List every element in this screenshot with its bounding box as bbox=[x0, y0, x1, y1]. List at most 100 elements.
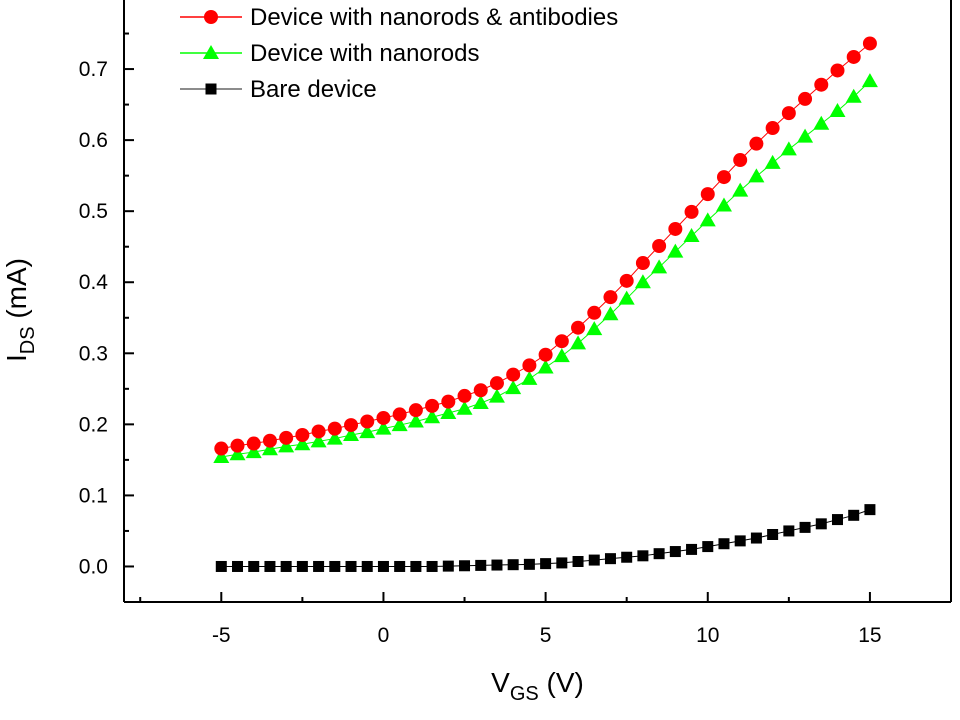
data-point bbox=[667, 243, 684, 258]
data-point bbox=[634, 274, 651, 289]
y-tick-label: 0.3 bbox=[79, 342, 108, 365]
data-point bbox=[229, 446, 246, 461]
data-point bbox=[313, 560, 325, 572]
data-point bbox=[410, 560, 422, 572]
data-point bbox=[375, 420, 392, 435]
data-point bbox=[637, 550, 649, 562]
data-point bbox=[651, 259, 668, 274]
data-point bbox=[748, 168, 765, 183]
plot-frame bbox=[123, 0, 952, 603]
data-point bbox=[213, 449, 230, 464]
data-point bbox=[424, 409, 441, 424]
data-point bbox=[376, 410, 391, 425]
data-point bbox=[635, 256, 650, 271]
data-point bbox=[214, 441, 229, 456]
data-point bbox=[344, 418, 359, 433]
data-point bbox=[845, 88, 862, 103]
data-point bbox=[245, 444, 262, 459]
legend-item: Device with nanorods bbox=[180, 40, 479, 67]
data-point bbox=[780, 141, 797, 156]
legend-label: Device with nanorods bbox=[250, 40, 479, 67]
data-point bbox=[815, 518, 827, 530]
legend-item: Device with nanorods & antibodies bbox=[180, 4, 618, 31]
data-point bbox=[232, 560, 244, 572]
data-point bbox=[377, 560, 389, 572]
data-point bbox=[830, 63, 845, 78]
series-line bbox=[221, 80, 871, 458]
data-point bbox=[442, 560, 454, 572]
data-point bbox=[799, 521, 811, 533]
data-point bbox=[311, 424, 326, 439]
data-point bbox=[718, 538, 730, 550]
data-point bbox=[472, 395, 489, 410]
data-point bbox=[261, 441, 278, 456]
data-point bbox=[603, 290, 618, 305]
data-point bbox=[765, 121, 780, 136]
y-tick-label: 0.1 bbox=[79, 484, 108, 507]
data-point bbox=[669, 546, 681, 558]
data-point bbox=[668, 221, 683, 236]
data-point bbox=[361, 560, 373, 572]
y-axis-title-unit: (mA) bbox=[1, 258, 32, 326]
data-point bbox=[699, 212, 716, 227]
x-axis-title: VGS (V) bbox=[491, 667, 584, 705]
data-point bbox=[540, 558, 552, 570]
data-point bbox=[700, 187, 715, 202]
data-point bbox=[459, 560, 471, 572]
y-tick-label: 0.2 bbox=[79, 413, 108, 436]
x-tick-label: 0 bbox=[378, 624, 390, 647]
data-point bbox=[523, 558, 535, 570]
data-point bbox=[505, 380, 522, 395]
data-point bbox=[570, 335, 587, 350]
data-point bbox=[684, 204, 699, 219]
data-point bbox=[522, 358, 537, 373]
y-tick-label: 0.0 bbox=[79, 555, 108, 578]
data-point bbox=[553, 348, 570, 363]
data-point bbox=[391, 417, 408, 432]
data-point bbox=[749, 136, 764, 151]
data-point bbox=[359, 424, 376, 439]
y-tick-label: 0.4 bbox=[79, 271, 109, 294]
data-point bbox=[618, 290, 635, 305]
x-tick-label: -5 bbox=[212, 624, 231, 647]
data-point bbox=[767, 528, 779, 540]
data-point bbox=[554, 334, 569, 349]
data-point bbox=[278, 438, 295, 453]
data-point bbox=[653, 548, 665, 560]
data-point bbox=[456, 400, 473, 415]
y-axis-title: IDS (mA) bbox=[1, 258, 39, 362]
x-tick-label: 10 bbox=[696, 624, 719, 647]
data-point bbox=[294, 436, 311, 451]
data-point bbox=[538, 347, 553, 362]
data-point bbox=[686, 543, 698, 555]
data-point bbox=[295, 428, 310, 443]
data-point bbox=[506, 367, 521, 382]
data-point bbox=[392, 407, 407, 422]
data-point bbox=[604, 553, 616, 565]
legend: Device with nanorods & antibodies Device … bbox=[180, 4, 618, 103]
x-axis-title-unit: (V) bbox=[539, 667, 584, 698]
data-point bbox=[846, 49, 861, 64]
data-point bbox=[814, 77, 829, 92]
data-point bbox=[296, 560, 308, 572]
data-point bbox=[279, 430, 294, 445]
data-point bbox=[215, 560, 227, 572]
legend-marker bbox=[203, 45, 219, 59]
data-point bbox=[394, 560, 406, 572]
data-point bbox=[732, 182, 749, 197]
y-axis-title-sub: DS bbox=[17, 326, 39, 354]
data-point bbox=[326, 430, 343, 445]
data-point bbox=[716, 170, 731, 185]
data-point bbox=[327, 421, 342, 436]
legend-marker bbox=[204, 10, 218, 24]
y-tick-label: 0.5 bbox=[79, 200, 108, 223]
data-point bbox=[587, 305, 602, 320]
data-point bbox=[489, 376, 504, 391]
data-point bbox=[864, 504, 876, 516]
data-point bbox=[652, 238, 667, 253]
series-square bbox=[215, 504, 876, 572]
data-point bbox=[848, 509, 860, 521]
data-point bbox=[329, 560, 341, 572]
data-point bbox=[781, 106, 796, 121]
